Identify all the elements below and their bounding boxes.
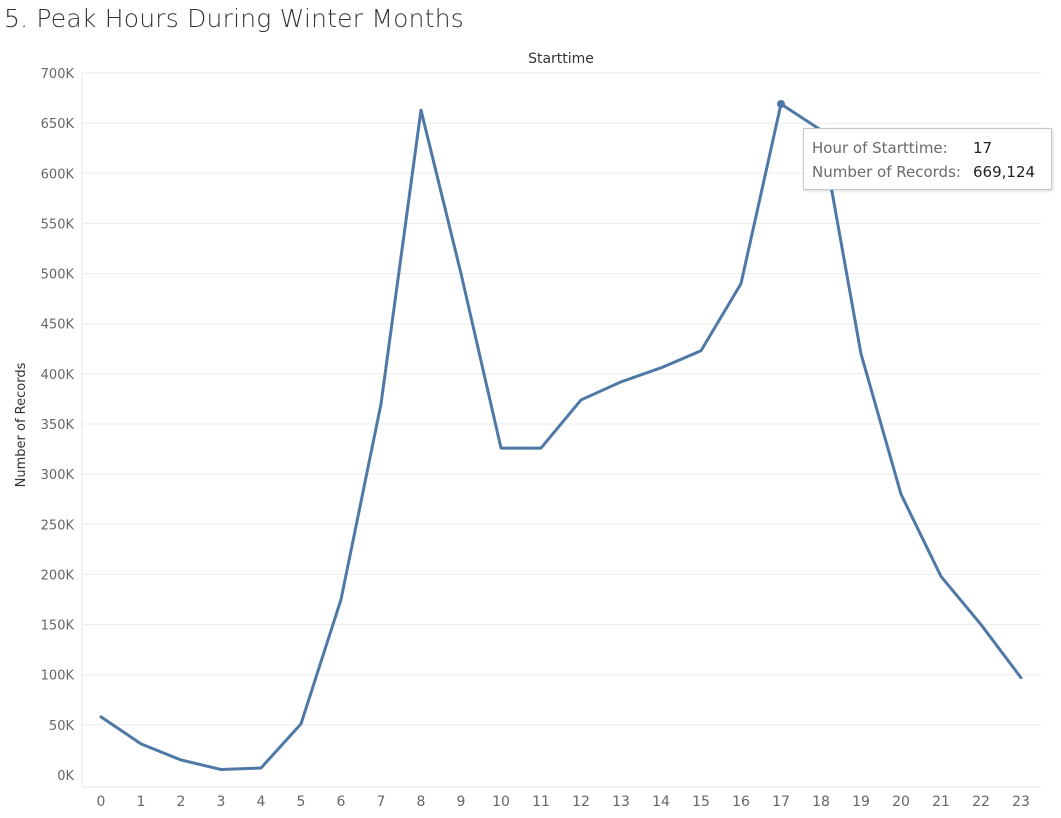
x-tick-label: 1: [137, 794, 146, 810]
y-tick-label: 150K: [41, 619, 75, 634]
y-tick-label: 300K: [41, 468, 75, 483]
column-header-title: Starttime: [528, 51, 594, 67]
y-tick-label: 250K: [41, 518, 75, 533]
tooltip-hour-label: Hour of Starttime:: [812, 139, 948, 157]
y-tick-label: 650K: [41, 117, 75, 132]
x-tick-label: 7: [377, 794, 386, 810]
x-tick-label: 12: [572, 794, 590, 810]
highlighted-data-point[interactable]: [777, 99, 785, 108]
x-tick-label: 4: [257, 794, 266, 810]
y-tick-label: 600K: [41, 167, 75, 182]
x-tick-label: 11: [532, 794, 550, 810]
y-tick-label: 100K: [41, 669, 75, 684]
x-tick-label: 9: [457, 794, 466, 810]
x-tick-label: 8: [417, 794, 426, 810]
x-tick-label: 0: [97, 794, 106, 810]
x-tick-label: 17: [772, 794, 790, 810]
gridlines: [81, 72, 1041, 788]
x-tick-label: 6: [337, 794, 346, 810]
page-title: 5. Peak Hours During Winter Months: [4, 4, 464, 33]
tooltip-records-value: 669,124: [973, 163, 1036, 181]
y-tick-label: 0K: [57, 769, 74, 784]
x-tick-label: 21: [932, 794, 950, 810]
y-tick-label: 50K: [49, 719, 75, 734]
series-group: [99, 99, 1023, 771]
y-tick-label: 350K: [41, 418, 75, 433]
y-axis-title: Number of Records: [14, 362, 29, 487]
x-tick-label: 23: [1012, 794, 1030, 810]
x-tick-label: 10: [492, 794, 510, 810]
y-tick-label: 700K: [41, 67, 75, 82]
x-tick-label: 18: [812, 794, 830, 810]
tooltip: Hour of Starttime: 17 Number of Records:…: [803, 128, 1052, 190]
x-tick-label: 13: [612, 794, 630, 810]
tooltip-records-label: Number of Records:: [812, 163, 961, 181]
y-tick-label: 450K: [41, 318, 75, 333]
y-axis-ticks: 0K 50K 100K 150K 200K 250K 300K 350K 400K 450K 500…: [41, 67, 75, 784]
x-tick-label: 3: [217, 794, 226, 810]
y-tick-label: 200K: [41, 568, 75, 583]
x-tick-label: 20: [892, 794, 910, 810]
x-axis-ticks: 0 1 2 3 4 5 6 7 8 9 10 11 12 13 14 15 16 17 18 19 20 21 22 23: [97, 794, 1030, 810]
tooltip-hour-value: 17: [973, 139, 993, 157]
x-tick-label: 2: [177, 794, 186, 810]
series-line[interactable]: [99, 102, 1023, 771]
x-tick-label: 5: [297, 794, 306, 810]
x-tick-label: 16: [732, 794, 750, 810]
x-tick-label: 19: [852, 794, 870, 810]
x-tick-label: 14: [652, 794, 670, 810]
y-tick-label: 550K: [41, 217, 75, 232]
x-tick-label: 22: [972, 794, 990, 810]
y-tick-label: 500K: [41, 268, 75, 283]
y-tick-label: 400K: [41, 368, 75, 383]
x-tick-label: 15: [692, 794, 710, 810]
